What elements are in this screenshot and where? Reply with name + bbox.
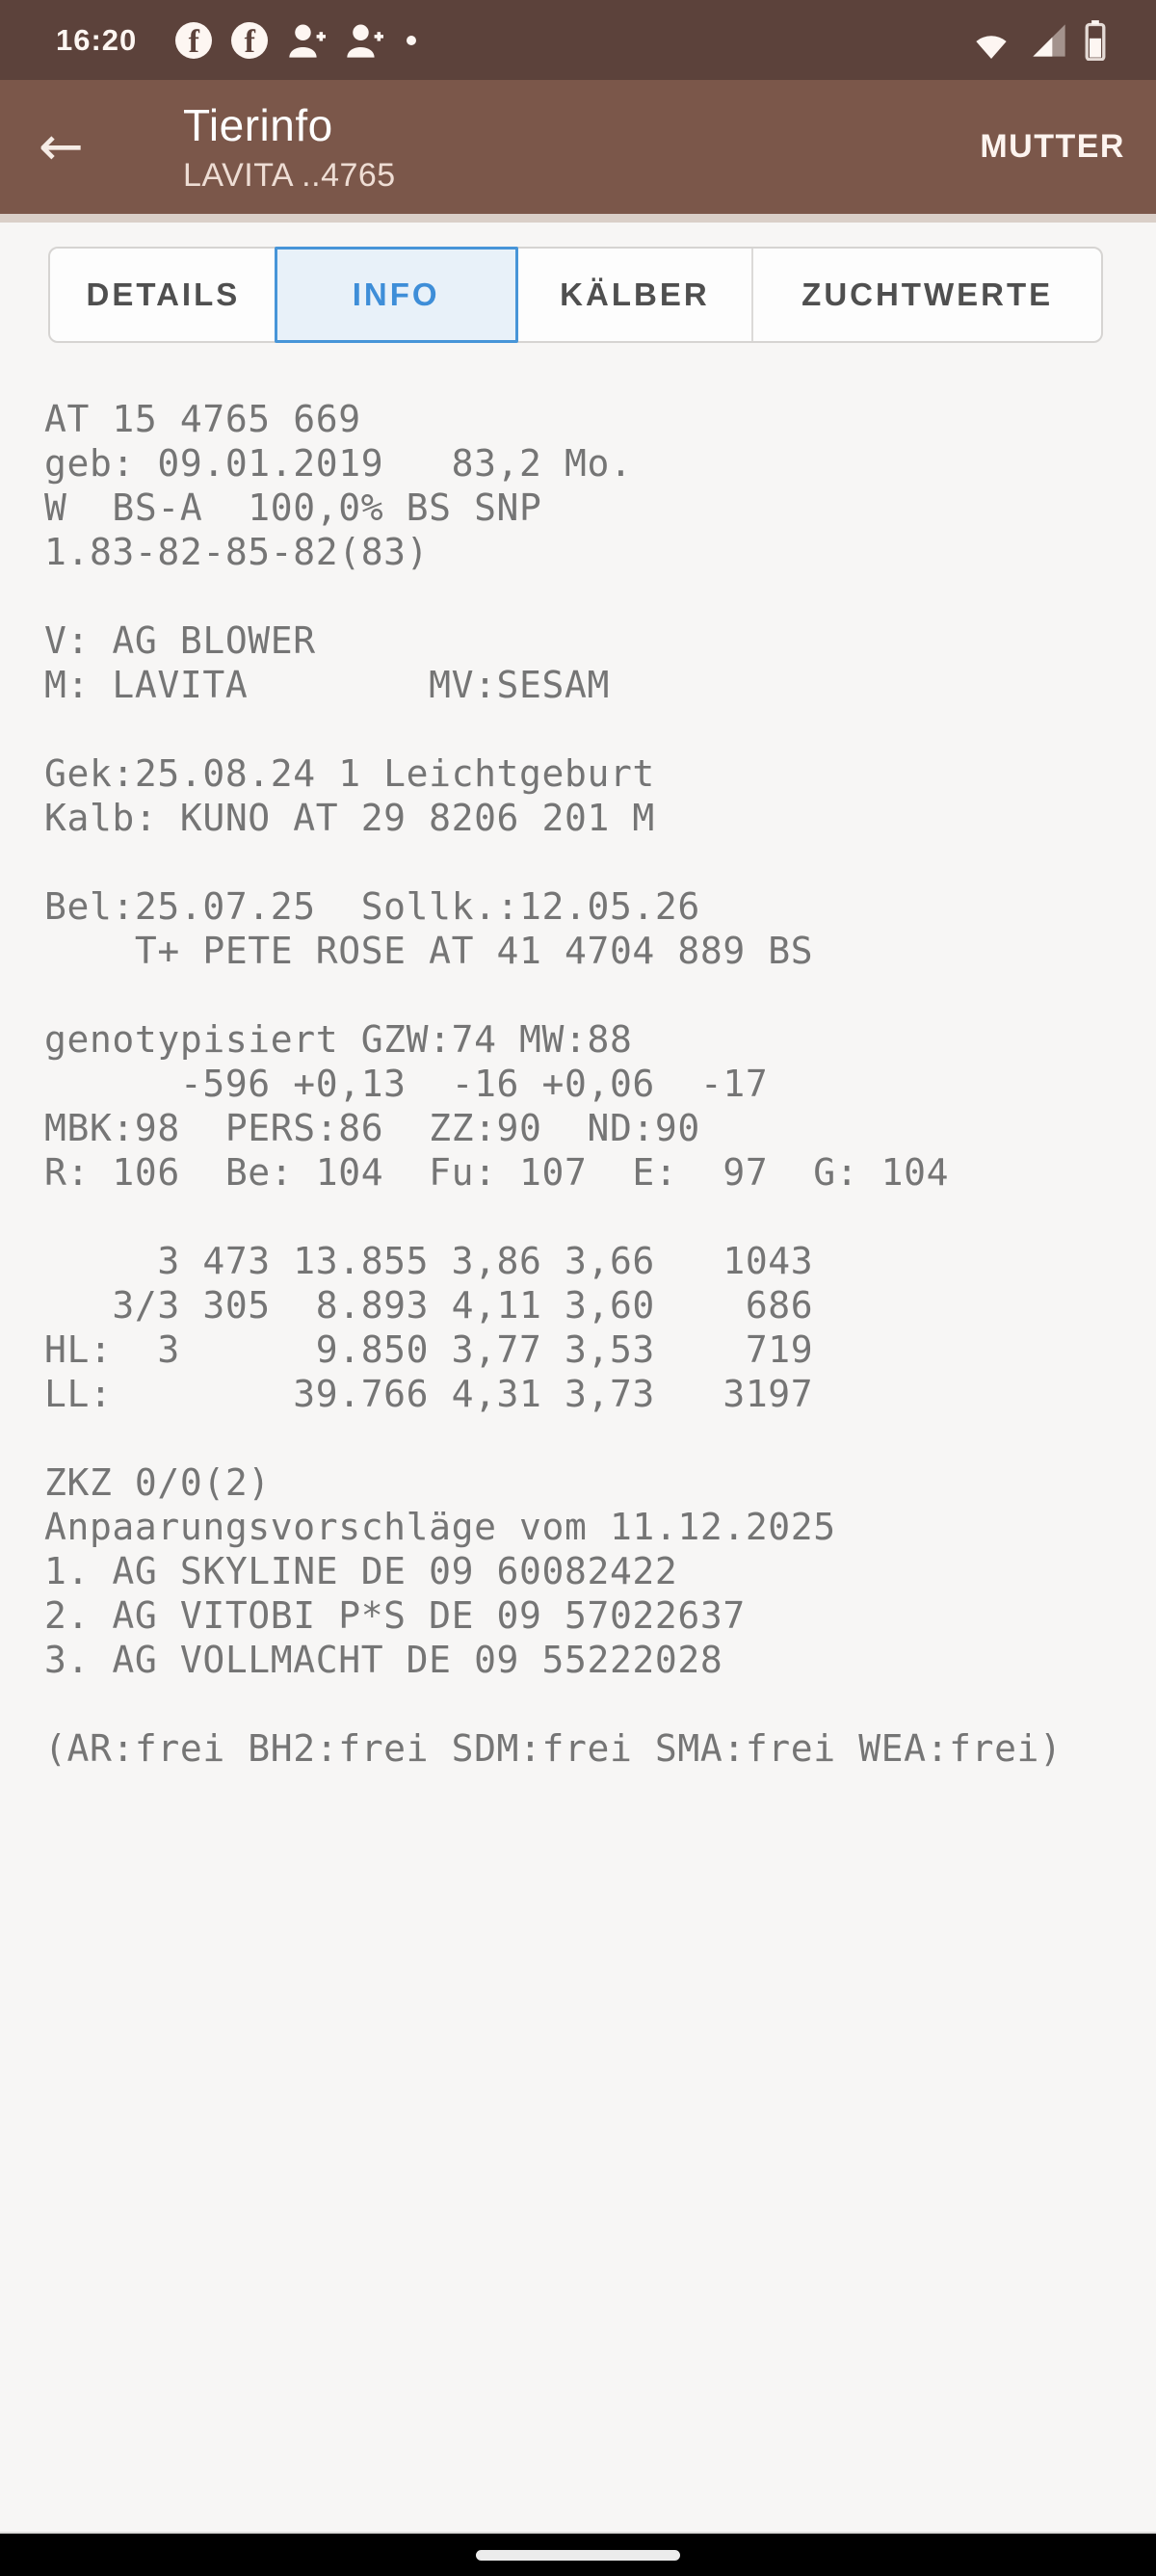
facebook-icon: f — [231, 21, 269, 59]
app-bar-shadow-strip — [0, 214, 1156, 223]
tab-bar: DETAILS INFO KÄLBER ZUCHTWERTE — [48, 247, 1103, 343]
person-add-icon — [287, 21, 327, 60]
app-bar-titles: Tierinfo LAVITA ..4765 — [116, 99, 972, 195]
notification-icons: f f — [175, 21, 969, 60]
wifi-icon — [969, 21, 1013, 60]
status-bar: 16:20 f f — [0, 0, 1156, 80]
mother-action-button[interactable]: MUTTER — [972, 118, 1133, 175]
animal-info-text: AT 15 4765 669 geb: 09.01.2019 83,2 Mo. … — [44, 398, 1063, 1770]
back-button[interactable]: ← — [39, 119, 116, 174]
app-bar: ← Tierinfo LAVITA ..4765 MUTTER — [0, 80, 1156, 214]
navigation-bar — [0, 2532, 1156, 2576]
tab-kaelber[interactable]: KÄLBER — [515, 249, 752, 341]
system-icons — [969, 19, 1106, 61]
facebook-icon: f — [175, 21, 213, 59]
clock: 16:20 — [56, 22, 138, 57]
tab-zuchtwerte[interactable]: ZUCHTWERTE — [751, 249, 1101, 341]
cell-signal-icon — [1029, 21, 1069, 60]
more-notifications-dot — [407, 35, 417, 45]
person-add-icon — [345, 21, 384, 60]
animal-name-subtitle: LAVITA ..4765 — [183, 157, 396, 194]
battery-icon — [1085, 19, 1106, 61]
tab-info[interactable]: INFO — [274, 247, 518, 343]
tab-details[interactable]: DETAILS — [86, 276, 241, 312]
gesture-pill-handle[interactable] — [476, 2549, 680, 2561]
page-title: Tierinfo — [183, 100, 333, 150]
